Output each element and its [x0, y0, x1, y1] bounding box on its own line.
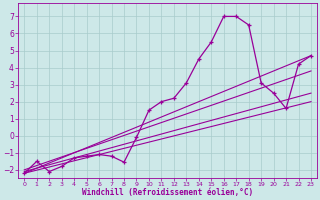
X-axis label: Windchill (Refroidissement éolien,°C): Windchill (Refroidissement éolien,°C) — [82, 188, 253, 197]
